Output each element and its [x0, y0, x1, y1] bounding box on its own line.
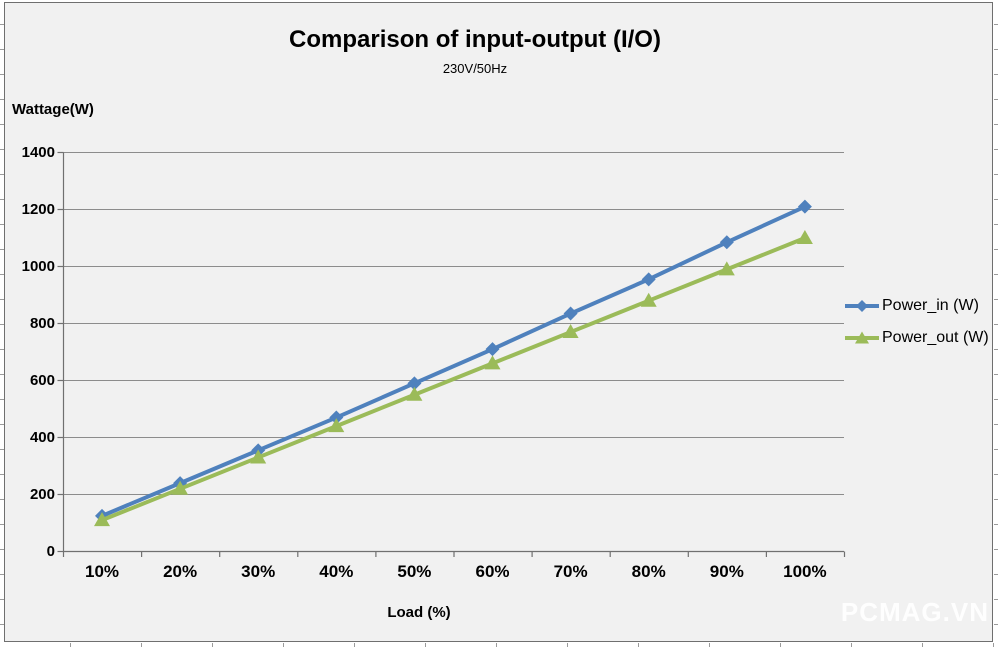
spreadsheet-edge-right [994, 0, 998, 647]
spreadsheet-edge-bottom [0, 643, 998, 647]
spreadsheet-edge-left [0, 0, 4, 647]
chart-surface [4, 2, 993, 642]
spreadsheet-edge-top [0, 0, 998, 2]
